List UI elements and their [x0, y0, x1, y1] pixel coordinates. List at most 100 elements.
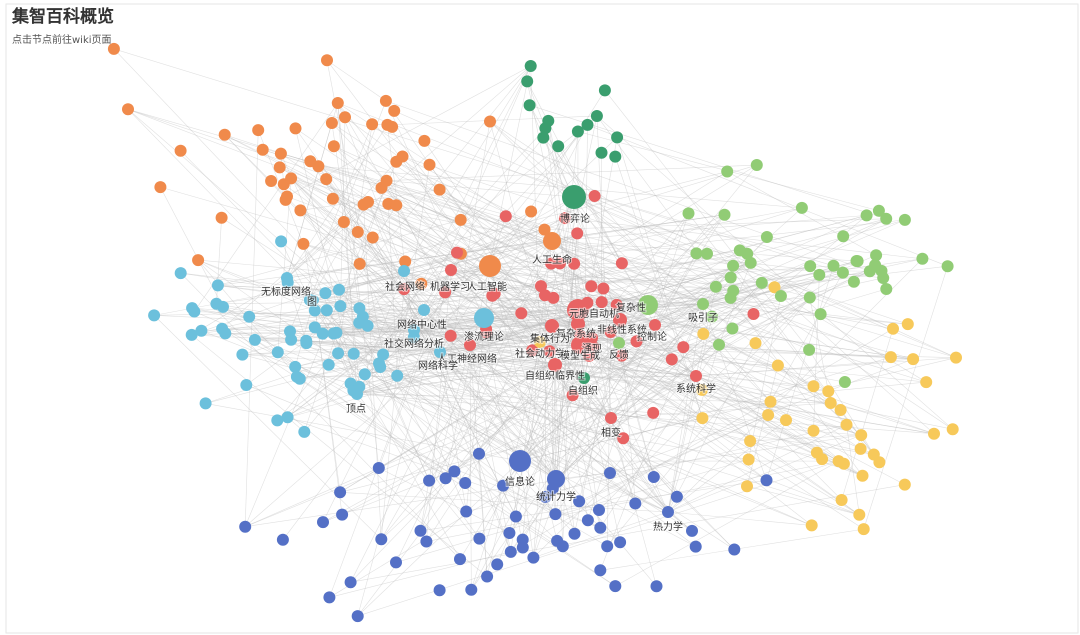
- node[interactable]: [721, 165, 734, 178]
- node[interactable]: [534, 336, 546, 348]
- node[interactable]: [887, 322, 899, 335]
- node[interactable]: [527, 551, 540, 564]
- node[interactable]: [697, 327, 710, 340]
- node[interactable]: [414, 524, 427, 537]
- node[interactable]: [728, 543, 741, 556]
- node[interactable]: [780, 414, 792, 427]
- node[interactable]: [638, 295, 658, 315]
- node[interactable]: [689, 540, 702, 553]
- node[interactable]: [366, 231, 379, 244]
- node[interactable]: [860, 209, 873, 222]
- node[interactable]: [195, 324, 208, 337]
- node[interactable]: [486, 289, 499, 302]
- node[interactable]: [741, 480, 753, 493]
- node[interactable]: [750, 159, 763, 171]
- node[interactable]: [308, 321, 321, 334]
- node[interactable]: [281, 272, 293, 284]
- node[interactable]: [696, 412, 709, 425]
- node[interactable]: [571, 317, 585, 331]
- node[interactable]: [391, 369, 404, 382]
- node[interactable]: [273, 161, 286, 174]
- node[interactable]: [390, 556, 402, 569]
- node[interactable]: [834, 404, 847, 416]
- node[interactable]: [185, 328, 198, 341]
- node[interactable]: [594, 521, 607, 534]
- node[interactable]: [873, 456, 886, 469]
- node[interactable]: [351, 610, 364, 623]
- node[interactable]: [604, 467, 616, 479]
- node[interactable]: [543, 345, 556, 358]
- node[interactable]: [595, 296, 608, 309]
- node[interactable]: [553, 257, 566, 270]
- node[interactable]: [339, 111, 351, 124]
- node[interactable]: [526, 344, 539, 357]
- node[interactable]: [857, 523, 870, 536]
- node[interactable]: [375, 533, 388, 546]
- node[interactable]: [298, 425, 311, 438]
- node[interactable]: [289, 360, 302, 373]
- node[interactable]: [265, 175, 278, 187]
- node[interactable]: [835, 494, 848, 506]
- node[interactable]: [578, 372, 590, 384]
- node[interactable]: [601, 540, 614, 553]
- node[interactable]: [774, 290, 787, 302]
- node[interactable]: [742, 453, 755, 466]
- node[interactable]: [317, 516, 329, 529]
- node[interactable]: [332, 347, 345, 360]
- node[interactable]: [771, 359, 784, 372]
- node[interactable]: [344, 576, 357, 589]
- node[interactable]: [199, 397, 212, 410]
- node[interactable]: [308, 304, 321, 317]
- node[interactable]: [814, 308, 827, 321]
- node[interactable]: [604, 326, 617, 338]
- node[interactable]: [571, 336, 589, 354]
- node[interactable]: [336, 508, 349, 521]
- node[interactable]: [423, 474, 436, 487]
- node[interactable]: [854, 442, 867, 455]
- node[interactable]: [539, 289, 551, 302]
- node[interactable]: [256, 143, 269, 156]
- node[interactable]: [545, 257, 558, 270]
- node[interactable]: [334, 486, 347, 499]
- node[interactable]: [451, 246, 463, 259]
- node[interactable]: [598, 84, 611, 97]
- node[interactable]: [433, 183, 446, 196]
- node[interactable]: [188, 305, 201, 318]
- node[interactable]: [326, 192, 339, 205]
- node[interactable]: [836, 266, 849, 279]
- node[interactable]: [822, 385, 835, 398]
- node[interactable]: [686, 524, 698, 537]
- node[interactable]: [327, 140, 340, 153]
- node[interactable]: [479, 255, 501, 277]
- node[interactable]: [884, 351, 897, 364]
- node[interactable]: [480, 326, 493, 339]
- node[interactable]: [509, 450, 531, 472]
- node[interactable]: [509, 510, 522, 523]
- node[interactable]: [539, 490, 552, 503]
- node[interactable]: [665, 353, 678, 366]
- node[interactable]: [320, 304, 333, 317]
- node[interactable]: [372, 462, 385, 474]
- node[interactable]: [327, 327, 340, 340]
- node[interactable]: [285, 172, 298, 185]
- node[interactable]: [827, 259, 840, 272]
- node[interactable]: [499, 210, 512, 223]
- node[interactable]: [610, 298, 623, 311]
- node[interactable]: [615, 257, 628, 270]
- node[interactable]: [503, 527, 516, 539]
- node[interactable]: [611, 131, 624, 144]
- node[interactable]: [325, 117, 338, 129]
- node[interactable]: [297, 237, 310, 250]
- node[interactable]: [807, 424, 820, 437]
- node[interactable]: [847, 275, 860, 288]
- node[interactable]: [148, 309, 161, 322]
- node[interactable]: [309, 295, 319, 305]
- node[interactable]: [415, 277, 428, 290]
- node[interactable]: [726, 322, 739, 335]
- node[interactable]: [218, 128, 231, 141]
- node[interactable]: [727, 259, 740, 272]
- node[interactable]: [587, 341, 600, 354]
- node[interactable]: [248, 333, 261, 346]
- node[interactable]: [727, 284, 740, 297]
- node[interactable]: [497, 479, 510, 492]
